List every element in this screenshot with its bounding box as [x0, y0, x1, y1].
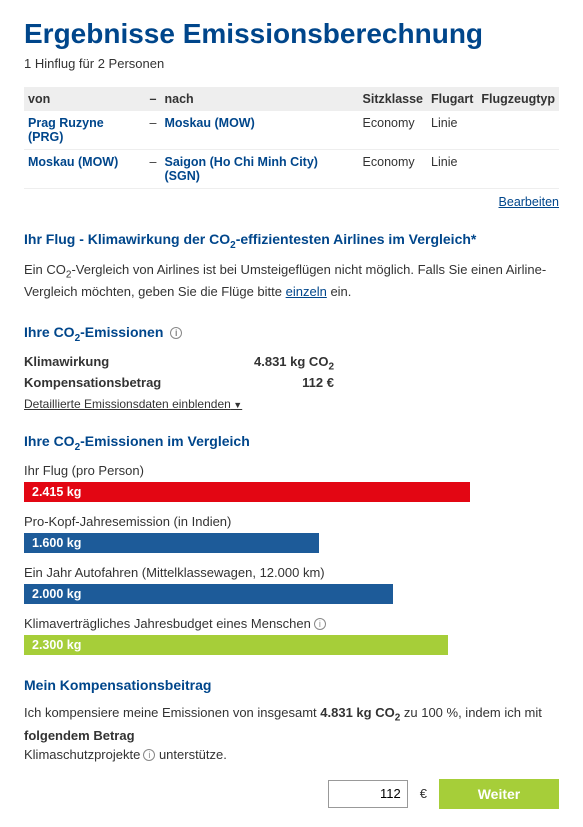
- kv-value: 112 €: [234, 375, 334, 390]
- einzeln-link[interactable]: einzeln: [286, 284, 327, 299]
- route-from: Prag Ruzyne (PRG): [24, 111, 146, 150]
- route-type: Linie: [427, 111, 477, 150]
- comparison-item: Ihr Flug (pro Person) 2.415 kg: [24, 463, 559, 502]
- dash: –: [146, 150, 161, 189]
- kv-value: 4.831 kg CO2: [234, 354, 334, 373]
- comparison-bar: 2.415 kg: [24, 482, 470, 502]
- compensate-heading: Mein Kompensationsbeitrag: [24, 677, 559, 693]
- route-aircraft: [477, 111, 559, 150]
- airline-compare-text: Ein CO2-Vergleich von Airlines ist bei U…: [24, 261, 559, 302]
- info-icon[interactable]: i: [143, 749, 155, 761]
- subtitle: 1 Hinflug für 2 Personen: [24, 56, 559, 71]
- comparison-item: Ein Jahr Autofahren (Mittelklassewagen, …: [24, 565, 559, 604]
- currency-label: €: [420, 786, 427, 801]
- col-class: Sitzklasse: [359, 87, 427, 111]
- comparison-bar: 1.600 kg: [24, 533, 319, 553]
- route-class: Economy: [359, 150, 427, 189]
- comparison-bar: 2.300 kg: [24, 635, 448, 655]
- kv-label: Klimawirkung: [24, 354, 234, 373]
- table-row: Moskau (MOW)–Saigon (Ho Chi Minh City) (…: [24, 150, 559, 189]
- amount-input[interactable]: [328, 780, 408, 808]
- compensate-text: Ich kompensiere meine Emissionen von ins…: [24, 703, 559, 765]
- edit-link[interactable]: Bearbeiten: [499, 195, 559, 209]
- comparison-heading: Ihre CO2-Emissionen im Vergleich: [24, 433, 559, 453]
- table-row: Prag Ruzyne (PRG)–Moskau (MOW)EconomyLin…: [24, 111, 559, 150]
- route-to: Saigon (Ho Chi Minh City) (SGN): [160, 150, 358, 189]
- route-aircraft: [477, 150, 559, 189]
- info-icon[interactable]: i: [314, 618, 326, 630]
- kv-label: Kompensationsbetrag: [24, 375, 234, 390]
- emission-row: Kompensationsbetrag112 €: [24, 375, 559, 390]
- routes-table: von – nach Sitzklasse Flugart Flugzeugty…: [24, 87, 559, 189]
- comparison-bar: 2.000 kg: [24, 584, 393, 604]
- emission-row: Klimawirkung4.831 kg CO2: [24, 354, 559, 373]
- col-aircraft: Flugzeugtyp: [477, 87, 559, 111]
- emissions-heading: Ihre CO2-Emissionen i: [24, 324, 559, 344]
- col-dash: –: [146, 87, 161, 111]
- comparison-label: Ihr Flug (pro Person): [24, 463, 559, 478]
- dash: –: [146, 111, 161, 150]
- col-to: nach: [160, 87, 358, 111]
- comparison-label: Pro-Kopf-Jahresemission (in Indien): [24, 514, 559, 529]
- comparison-label: Ein Jahr Autofahren (Mittelklassewagen, …: [24, 565, 559, 580]
- route-to: Moskau (MOW): [160, 111, 358, 150]
- info-icon[interactable]: i: [170, 327, 182, 339]
- page-title: Ergebnisse Emissionsberechnung: [24, 18, 559, 50]
- continue-button[interactable]: Weiter: [439, 779, 559, 809]
- comparison-label: Klimaverträgliches Jahresbudget eines Me…: [24, 616, 559, 631]
- comparison-item: Pro-Kopf-Jahresemission (in Indien) 1.600…: [24, 514, 559, 553]
- col-from: von: [24, 87, 146, 111]
- route-class: Economy: [359, 111, 427, 150]
- col-type: Flugart: [427, 87, 477, 111]
- detail-toggle[interactable]: Detaillierte Emissionsdaten einblenden: [24, 397, 242, 411]
- route-type: Linie: [427, 150, 477, 189]
- airline-compare-heading: Ihr Flug - Klimawirkung der CO2-effizien…: [24, 231, 559, 251]
- comparison-item: Klimaverträgliches Jahresbudget eines Me…: [24, 616, 559, 655]
- route-from: Moskau (MOW): [24, 150, 146, 189]
